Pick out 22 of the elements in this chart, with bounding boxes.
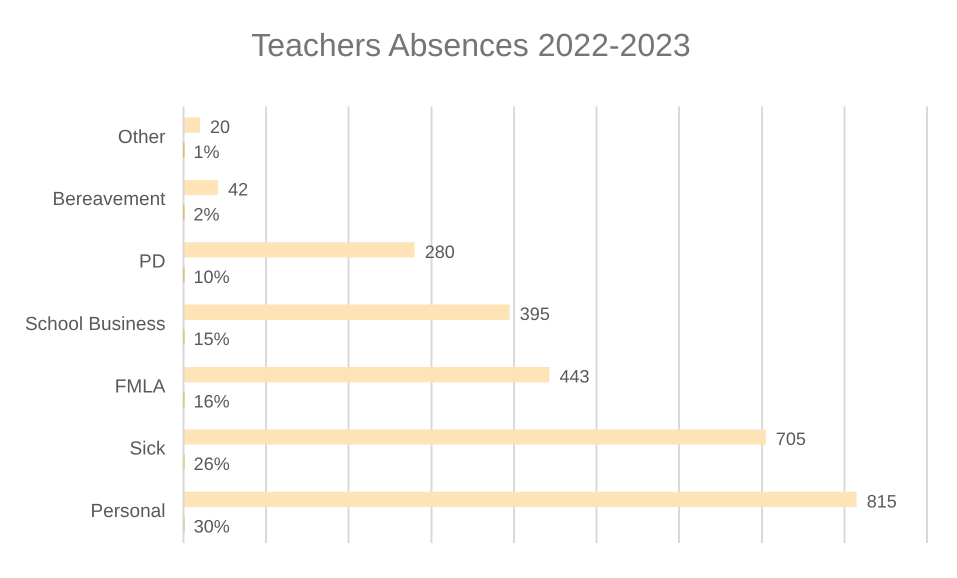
y-tick-label: School Business xyxy=(25,314,166,335)
y-tick-label: Bereavement xyxy=(52,189,166,210)
y-tick-label: Sick xyxy=(130,438,166,460)
data-label: 443 xyxy=(559,366,590,387)
y-tick-label: FMLA xyxy=(114,376,166,398)
data-label: 815 xyxy=(866,491,897,512)
data-label: 20 xyxy=(210,117,230,138)
data-label: 395 xyxy=(520,304,550,324)
data-label: 10% xyxy=(194,266,230,287)
data-label: 705 xyxy=(776,428,806,449)
data-label: 2% xyxy=(193,204,220,224)
y-tick-label: Personal xyxy=(90,501,166,522)
data-label: 26% xyxy=(194,454,230,474)
data-label: 280 xyxy=(424,242,455,262)
data-label: 15% xyxy=(194,329,230,350)
data-label: 30% xyxy=(194,516,230,536)
data-label: 1% xyxy=(193,142,220,162)
data-label: 42 xyxy=(228,179,248,200)
y-tick-label: PD xyxy=(139,252,166,273)
chart-title: Teachers Absences 2022-2023 xyxy=(251,27,691,64)
y-tick-label: Other xyxy=(118,126,166,148)
data-label: 16% xyxy=(194,392,230,412)
